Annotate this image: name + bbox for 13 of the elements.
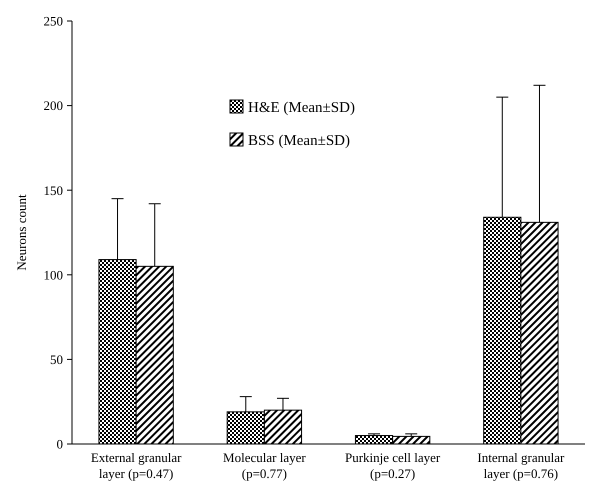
x-tick-label: Purkinje cell layer (p=0.27) — [344, 450, 441, 481]
y-axis-title: Neurons count — [14, 194, 29, 271]
legend-label: BSS (Mean±SD) — [248, 133, 350, 149]
x-tick-label: Internal granular layer (p=0.76) — [477, 450, 566, 481]
y-tick-label: 0 — [56, 436, 63, 452]
y-tick-label: 100 — [44, 267, 63, 282]
legend-label: H&E (Mean±SD) — [248, 100, 355, 116]
y-tick-label: 250 — [44, 14, 63, 29]
y-tick-label: 150 — [44, 182, 63, 198]
x-tick-label: External granular layer (p=0.47) — [90, 450, 182, 481]
x-tick-label: Molecular layer (p=0.77) — [223, 450, 306, 481]
y-tick-label: 50 — [50, 352, 63, 367]
y-tick-label: 200 — [44, 98, 63, 114]
